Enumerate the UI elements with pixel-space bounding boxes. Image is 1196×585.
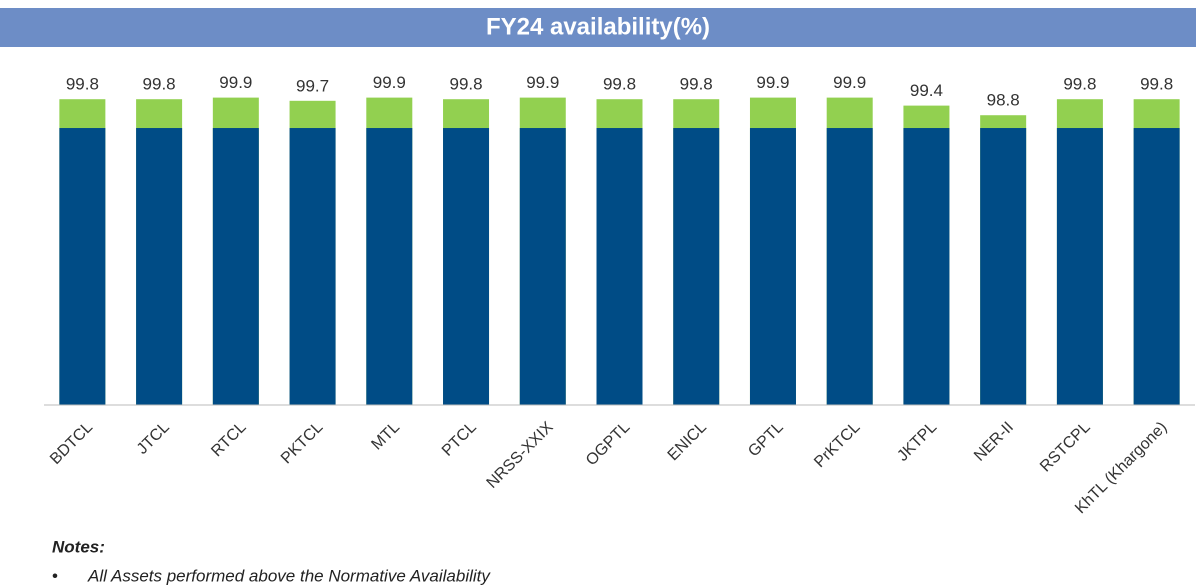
bar xyxy=(136,128,183,405)
x-tick-label: NER-II xyxy=(971,419,1017,465)
notes-heading: Notes: xyxy=(52,537,105,556)
data-label: 99.9 xyxy=(219,73,252,92)
bar xyxy=(673,128,720,405)
bar xyxy=(1056,128,1103,405)
data-label: 99.8 xyxy=(680,75,713,94)
title-band xyxy=(0,8,1196,47)
bar xyxy=(596,128,643,405)
bar xyxy=(366,128,413,405)
data-label: 99.8 xyxy=(1140,75,1173,94)
x-tick-label: GPTL xyxy=(745,419,787,461)
x-tick-label: BDTCL xyxy=(47,419,96,468)
data-label: 98.8 xyxy=(987,91,1020,110)
data-label: 99.9 xyxy=(833,73,866,92)
x-tick-label: RTCL xyxy=(208,419,249,460)
bar xyxy=(749,128,796,405)
bar xyxy=(519,128,566,405)
data-label: 99.8 xyxy=(66,75,99,94)
data-label: 99.8 xyxy=(449,75,482,94)
chart-title: FY24 availability(%) xyxy=(486,13,710,40)
x-tick-label: RSTCPL xyxy=(1037,419,1094,476)
x-tick-label: OGPTL xyxy=(583,419,633,469)
data-label: 99.9 xyxy=(526,73,559,92)
bar xyxy=(443,128,490,405)
data-label: 99.9 xyxy=(756,73,789,92)
x-tick-label: PTCL xyxy=(439,419,480,460)
bar xyxy=(826,128,873,405)
x-tick-label: JTCL xyxy=(134,419,173,458)
x-tick-label: PrKTCL xyxy=(811,419,863,471)
x-tick-label: JKTPL xyxy=(894,419,940,465)
data-label: 99.7 xyxy=(296,76,329,95)
x-tick-label: MTL xyxy=(368,419,403,454)
data-label: 99.9 xyxy=(373,73,406,92)
x-tick-label: NRSS-XXIX xyxy=(484,419,557,492)
x-tick-label: PKTCL xyxy=(278,419,327,468)
data-label: 99.4 xyxy=(910,81,943,100)
data-label: 99.8 xyxy=(603,75,636,94)
bar xyxy=(1133,128,1180,405)
bar xyxy=(289,128,336,405)
x-tick-label: ENICL xyxy=(665,419,710,464)
bar xyxy=(903,128,950,405)
bar xyxy=(59,128,106,405)
bar xyxy=(212,128,259,405)
data-label: 99.8 xyxy=(1063,75,1096,94)
data-label: 99.8 xyxy=(143,75,176,94)
bullet: • xyxy=(52,566,58,585)
note-item: All Assets performed above the Normative… xyxy=(87,566,491,585)
bar xyxy=(980,128,1027,405)
